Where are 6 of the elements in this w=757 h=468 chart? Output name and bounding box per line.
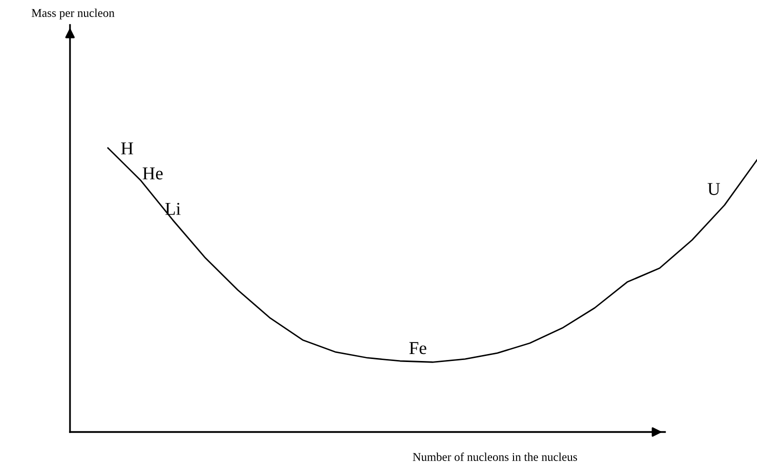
text: Mass per nucleon	[32, 8, 114, 20]
annotation: He	[142, 167, 163, 180]
annotation: H	[121, 142, 134, 154]
annotation: Fe	[409, 342, 426, 354]
annotation: U	[708, 183, 720, 196]
x-axis-title: Number of nucleons in the nucleus	[412, 452, 578, 461]
